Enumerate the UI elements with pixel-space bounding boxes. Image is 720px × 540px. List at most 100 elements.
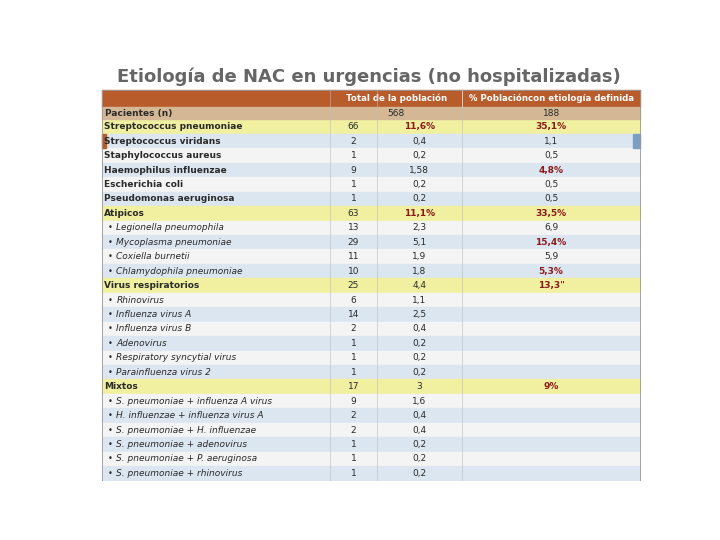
Text: 33,5%: 33,5%: [536, 209, 567, 218]
Text: 13: 13: [348, 224, 359, 232]
Text: 35,1%: 35,1%: [536, 122, 567, 131]
Text: 188: 188: [542, 109, 559, 118]
Bar: [102, 350, 640, 365]
Text: 1: 1: [351, 353, 356, 362]
Text: 0,2: 0,2: [413, 180, 426, 189]
Bar: [102, 394, 640, 408]
Bar: [102, 307, 640, 322]
Text: 0,4: 0,4: [413, 137, 426, 146]
Text: •: •: [108, 325, 112, 333]
Text: 1: 1: [351, 151, 356, 160]
Text: S. pneumoniae + influenza A virus: S. pneumoniae + influenza A virus: [117, 397, 272, 406]
Text: 14: 14: [348, 310, 359, 319]
Text: Respiratory syncytial virus: Respiratory syncytial virus: [117, 353, 237, 362]
Bar: [102, 365, 640, 380]
Text: •: •: [108, 397, 112, 406]
Text: 1,58: 1,58: [410, 166, 429, 174]
Bar: [102, 177, 640, 192]
Text: 15,4%: 15,4%: [536, 238, 567, 247]
Text: 0,2: 0,2: [413, 440, 426, 449]
Text: Total de la población: Total de la población: [346, 94, 446, 104]
Text: S. pneumoniae + H. influenzae: S. pneumoniae + H. influenzae: [117, 426, 256, 435]
Text: •: •: [108, 455, 112, 463]
Text: 0,2: 0,2: [413, 194, 426, 204]
Bar: [102, 336, 640, 350]
Text: Coxiella burnetii: Coxiella burnetii: [117, 252, 190, 261]
Text: % Poblacióncon etiología definida: % Poblacióncon etiología definida: [469, 94, 634, 104]
Text: •: •: [108, 252, 112, 261]
Text: 9: 9: [351, 397, 356, 406]
Text: 11,1%: 11,1%: [404, 209, 435, 218]
Text: 2: 2: [351, 325, 356, 333]
Text: 11,6%: 11,6%: [404, 122, 435, 131]
Text: 1: 1: [351, 455, 356, 463]
Text: Etiología de NAC en urgencias (no hospitalizadas): Etiología de NAC en urgencias (no hospit…: [117, 68, 621, 86]
Text: 13,3": 13,3": [538, 281, 564, 290]
Text: 1: 1: [351, 368, 356, 377]
Text: 2: 2: [351, 426, 356, 435]
Text: 1: 1: [351, 469, 356, 478]
Bar: [102, 163, 640, 177]
Bar: [102, 408, 640, 423]
Bar: [102, 235, 640, 249]
Bar: [102, 451, 640, 466]
Text: S. pneumoniae + P. aeruginosa: S. pneumoniae + P. aeruginosa: [117, 455, 258, 463]
Text: Staphylococcus aureus: Staphylococcus aureus: [104, 151, 221, 160]
Text: Atipicos: Atipicos: [104, 209, 145, 218]
Text: Rhinovirus: Rhinovirus: [117, 295, 164, 305]
Bar: [102, 437, 640, 451]
Bar: [102, 134, 640, 148]
Text: 0,2: 0,2: [413, 469, 426, 478]
Text: 11: 11: [348, 252, 359, 261]
Bar: [102, 466, 640, 481]
Text: 9: 9: [351, 166, 356, 174]
Bar: [102, 192, 640, 206]
Text: 4,4: 4,4: [413, 281, 426, 290]
Text: 0,5: 0,5: [544, 194, 558, 204]
Bar: [632, 134, 640, 148]
Text: Parainfluenza virus 2: Parainfluenza virus 2: [117, 368, 211, 377]
Text: 1: 1: [351, 339, 356, 348]
Text: Streptococcus viridans: Streptococcus viridans: [104, 137, 220, 146]
Bar: [102, 134, 107, 148]
Text: 6: 6: [351, 295, 356, 305]
Text: 1,8: 1,8: [413, 267, 426, 275]
Text: •: •: [108, 353, 112, 362]
Bar: [102, 423, 640, 437]
Text: Pseudomonas aeruginosa: Pseudomonas aeruginosa: [104, 194, 235, 204]
Bar: [102, 380, 640, 394]
Text: 6,9: 6,9: [544, 224, 558, 232]
Text: Mycoplasma pneumoniae: Mycoplasma pneumoniae: [117, 238, 232, 247]
Text: S. pneumoniae + adenovirus: S. pneumoniae + adenovirus: [117, 440, 248, 449]
Text: 5,3%: 5,3%: [539, 267, 564, 275]
Text: 10: 10: [348, 267, 359, 275]
Text: 2,5: 2,5: [413, 310, 426, 319]
Bar: [102, 322, 640, 336]
Text: 4,8%: 4,8%: [539, 166, 564, 174]
Text: 2: 2: [351, 137, 356, 146]
Bar: [102, 278, 640, 293]
Text: 1,1: 1,1: [413, 295, 426, 305]
Text: 1: 1: [351, 194, 356, 204]
Text: 0,4: 0,4: [413, 426, 426, 435]
Text: 0,4: 0,4: [413, 325, 426, 333]
Text: 0,4: 0,4: [413, 411, 426, 420]
Text: 0,2: 0,2: [413, 368, 426, 377]
Text: Adenovirus: Adenovirus: [117, 339, 167, 348]
Bar: [102, 206, 640, 220]
Text: Chlamydophila pneumoniae: Chlamydophila pneumoniae: [117, 267, 243, 275]
Text: 0,5: 0,5: [544, 151, 558, 160]
Text: •: •: [108, 310, 112, 319]
Text: 29: 29: [348, 238, 359, 247]
Text: 1,6: 1,6: [413, 397, 426, 406]
Text: •: •: [108, 339, 112, 348]
Text: Pacientes (n): Pacientes (n): [104, 109, 172, 118]
Text: •: •: [108, 295, 112, 305]
Text: 17: 17: [348, 382, 359, 391]
Text: •: •: [108, 368, 112, 377]
Text: 1,9: 1,9: [413, 252, 426, 261]
Text: Escherichia coli: Escherichia coli: [104, 180, 183, 189]
Text: 2,3: 2,3: [413, 224, 426, 232]
Text: •: •: [108, 267, 112, 275]
Text: Legionella pneumophila: Legionella pneumophila: [117, 224, 224, 232]
